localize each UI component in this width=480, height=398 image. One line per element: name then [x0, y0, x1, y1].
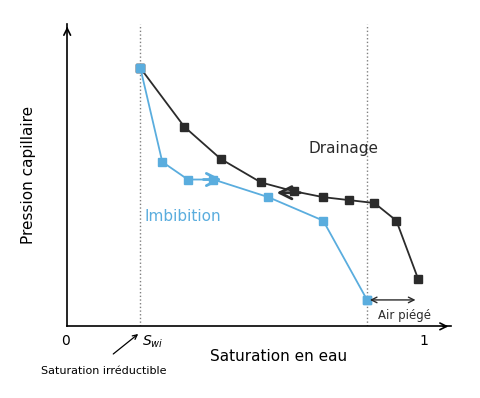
Text: Imbibition: Imbibition — [144, 209, 221, 224]
Text: Pression capillaire: Pression capillaire — [21, 106, 36, 244]
Text: Saturation irréductible: Saturation irréductible — [41, 366, 167, 376]
Text: Saturation en eau: Saturation en eau — [210, 349, 347, 364]
Text: Air piégé: Air piégé — [378, 309, 431, 322]
Text: Drainage: Drainage — [309, 141, 379, 156]
Text: 0: 0 — [61, 334, 70, 348]
Text: $S_{wi}$: $S_{wi}$ — [142, 334, 164, 350]
Text: 1: 1 — [420, 334, 428, 348]
